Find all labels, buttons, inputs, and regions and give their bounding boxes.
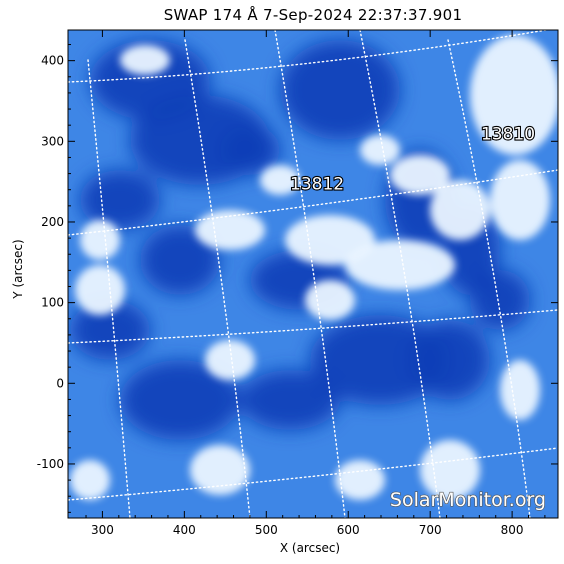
bright-patch [335, 460, 385, 500]
dark-patch [280, 40, 400, 140]
bright-patch [205, 340, 255, 380]
bright-patch [420, 440, 480, 500]
heliographic-grid [68, 30, 558, 518]
bright-patch [75, 265, 125, 315]
dark-patch [220, 125, 280, 175]
y-axis-label: Y (arcsec) [11, 239, 25, 299]
latitude-line [68, 30, 551, 83]
y-tick-label: 400 [41, 54, 64, 68]
y-tick-label: 200 [41, 215, 64, 229]
bright-coronal-regions [70, 35, 558, 500]
dark-patch [470, 270, 530, 330]
active-region-label: 13812 [290, 175, 344, 195]
dark-patch [240, 370, 340, 430]
y-tick-label: 300 [41, 134, 64, 148]
image-title: SWAP 174 Å 7-Sep-2024 22:37:37.901 [163, 6, 463, 24]
x-tick-label: 500 [255, 523, 278, 537]
latitude-line [68, 447, 558, 501]
x-tick-label: 600 [337, 523, 360, 537]
dark-patch [70, 300, 150, 360]
active-region-labels: 13812 13810 [289, 124, 536, 196]
y-tick-label: 0 [56, 376, 64, 390]
dark-patch [410, 320, 490, 400]
x-tick-label: 300 [91, 523, 114, 537]
x-tick-label: 800 [501, 523, 524, 537]
dark-patch [140, 225, 220, 295]
bright-patch [430, 180, 490, 240]
solar-disk-image [68, 30, 558, 518]
bright-patch [500, 360, 540, 420]
bright-patch [390, 155, 450, 195]
bright-patch [260, 165, 300, 195]
x-axis-label: X (arcsec) [279, 541, 341, 555]
longitude-line [447, 39, 531, 518]
x-tick-label: 400 [173, 523, 196, 537]
bright-patch [190, 445, 250, 495]
bright-patch [80, 220, 120, 260]
y-tick-label: -100 [37, 457, 64, 471]
active-region-label: 13810 [481, 125, 535, 145]
latitude-line [68, 309, 558, 344]
longitude-line [184, 39, 251, 518]
y-tick-label: 100 [41, 296, 64, 310]
plot-frame [67, 29, 559, 519]
bright-patch [120, 45, 170, 75]
axis-ticks: 300 400 500 600 700 800 -100 0 100 200 300 400 [37, 30, 558, 537]
watermark-text: SolarMonitor.org [390, 489, 546, 511]
dark-patch [120, 360, 240, 440]
longitude-line [87, 59, 131, 518]
bright-patch [490, 160, 550, 240]
x-tick-label: 700 [419, 523, 442, 537]
bright-patch [470, 35, 558, 155]
bright-patch [70, 460, 110, 500]
dark-patch [80, 170, 160, 230]
longitude-line [274, 30, 346, 518]
bright-patch [360, 135, 400, 165]
longitude-line [359, 30, 441, 518]
latitude-line [68, 169, 558, 236]
bright-patch [345, 240, 455, 290]
bright-patch [305, 280, 355, 320]
